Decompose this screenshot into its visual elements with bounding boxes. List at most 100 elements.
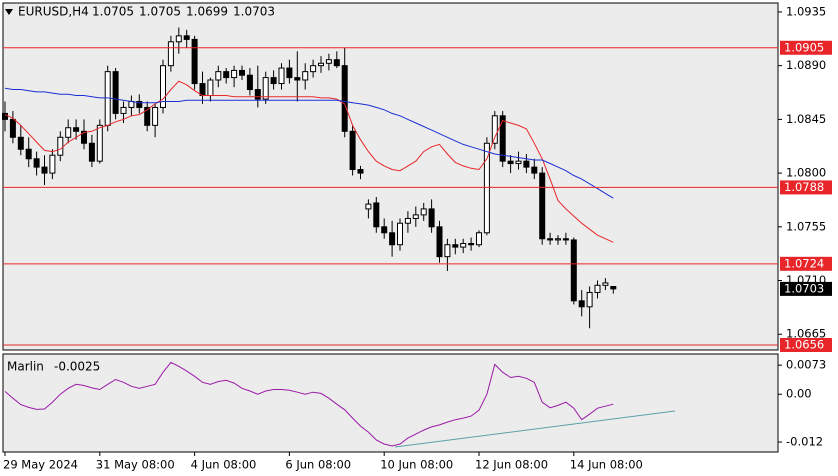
candle-body <box>9 118 16 138</box>
candle-body <box>547 238 554 241</box>
candle-body <box>333 59 340 67</box>
candle-body <box>270 77 277 85</box>
candle-body <box>412 214 419 219</box>
level-label: 1.0905 <box>784 40 824 54</box>
candle-body <box>128 100 135 108</box>
candle-body <box>428 208 435 228</box>
header-high: 1.0705 <box>139 5 181 19</box>
candle-body <box>515 160 522 165</box>
y-tick-label: 0.00 <box>786 387 812 401</box>
candle-body <box>81 130 87 144</box>
candle-body <box>262 77 269 100</box>
level-label-box <box>780 256 832 271</box>
candle-body <box>286 67 293 79</box>
candle-body <box>88 142 95 162</box>
candle-body <box>223 71 230 79</box>
candle-body <box>49 154 56 174</box>
x-tick-label: 4 Jun 08:00 <box>191 458 257 472</box>
moving-average <box>4 80 614 243</box>
candle-body <box>357 169 364 174</box>
indicator-value: -0.0025 <box>54 360 100 374</box>
header-close: 1.0703 <box>233 5 275 19</box>
candle-body <box>397 222 403 246</box>
candle-body <box>365 203 372 210</box>
candle-body <box>373 202 380 228</box>
candle-body <box>25 148 32 160</box>
candle-body <box>33 158 40 168</box>
candle-body <box>96 124 103 162</box>
candle-body <box>57 136 64 156</box>
candle-body <box>246 74 253 91</box>
x-tick-label: 6 Jun 08:00 <box>285 458 351 472</box>
candle-body <box>65 127 72 138</box>
candle-body <box>41 166 48 174</box>
candle-body <box>294 77 301 81</box>
candle-body <box>555 238 561 241</box>
candle-body <box>2 112 8 120</box>
candle-body <box>278 67 285 85</box>
candle-body <box>120 106 127 114</box>
candle-body <box>507 160 514 165</box>
candle-body <box>239 69 245 76</box>
x-tick-label: 14 Jun 08:00 <box>570 458 643 472</box>
y-tick-label: 1.0890 <box>786 58 826 72</box>
candle-body <box>215 71 222 81</box>
x-tick-label: 12 Jun 08:00 <box>475 458 548 472</box>
candle-body <box>302 71 309 81</box>
candle-body <box>136 100 143 108</box>
candle-body <box>436 226 443 258</box>
y-tick-label: 1.0935 <box>786 4 826 18</box>
candle-body <box>586 291 593 308</box>
level-label: 1.0788 <box>784 180 824 194</box>
candle-body <box>17 136 24 150</box>
candle-body <box>73 127 80 132</box>
moving-average <box>4 87 614 199</box>
candle-body <box>578 300 585 308</box>
candle-body <box>531 166 538 174</box>
candle-body <box>491 115 498 144</box>
candles <box>2 27 617 329</box>
candle-body <box>112 71 119 114</box>
x-tick-label: 31 May 08:00 <box>96 458 175 472</box>
candle-body <box>144 106 151 126</box>
candle-body <box>389 232 396 246</box>
candle-body <box>254 89 261 100</box>
candle-body <box>594 284 601 293</box>
candle-body <box>539 172 546 240</box>
candle-body <box>349 130 356 171</box>
candle-body <box>325 59 332 64</box>
candle-body <box>175 35 182 43</box>
chart-title: EURUSD,H4 <box>18 5 89 19</box>
main-plot <box>2 2 779 351</box>
y-tick-label: 1.0800 <box>786 166 826 180</box>
candle-body <box>570 239 577 302</box>
candle-body <box>452 244 459 248</box>
candle-body <box>610 285 617 290</box>
indicator-plot <box>2 353 779 453</box>
candle-body <box>476 232 482 246</box>
candle-body <box>341 65 348 132</box>
candle-body <box>152 106 159 126</box>
candle-body <box>183 35 190 40</box>
candle-body <box>310 65 317 73</box>
candle-body <box>468 243 475 246</box>
candle-body <box>444 244 451 258</box>
candle-body <box>160 65 166 108</box>
price-label: 1.0703 <box>784 281 824 295</box>
menu-arrow <box>5 9 13 15</box>
level-label-box <box>780 180 832 195</box>
header-open: 1.0705 <box>92 5 134 19</box>
candle-body <box>420 208 427 216</box>
candle-body <box>318 62 324 67</box>
candle-body <box>231 69 238 79</box>
candle-body <box>404 217 411 224</box>
level-label: 1.0724 <box>784 256 824 270</box>
candle-body <box>562 238 569 241</box>
y-tick-label: 0.0073 <box>786 358 826 372</box>
candle-body <box>460 243 467 248</box>
price-label-box <box>780 281 832 296</box>
trendline <box>394 410 676 448</box>
level-label-box <box>780 337 832 352</box>
